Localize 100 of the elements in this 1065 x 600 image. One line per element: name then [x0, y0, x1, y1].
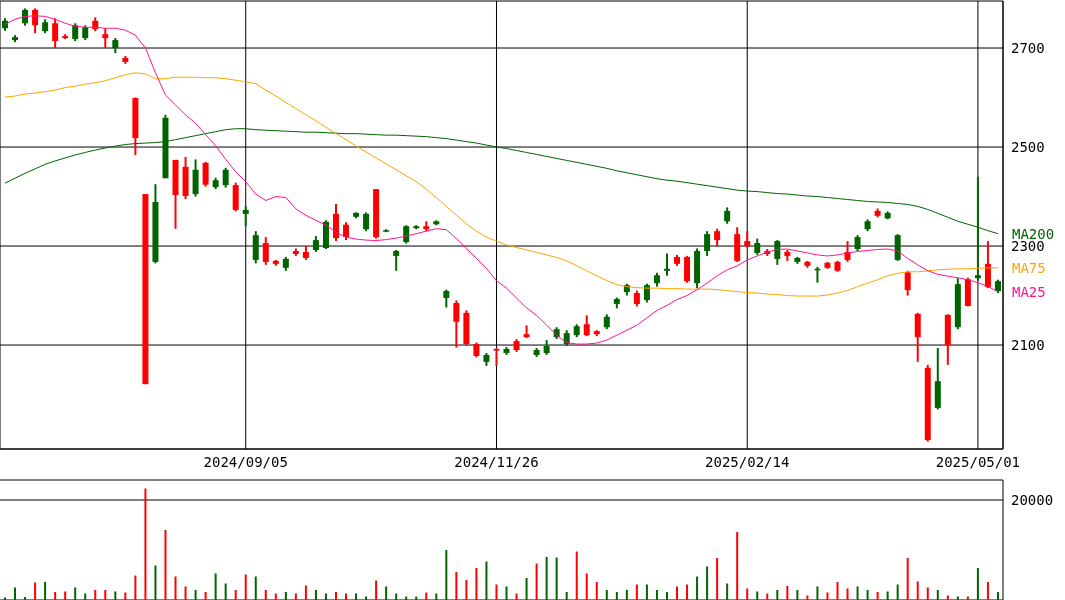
- y-tick-label: 2100: [1011, 337, 1045, 354]
- bar: [585, 573, 588, 600]
- bar: [465, 580, 468, 600]
- bar: [696, 576, 699, 600]
- bar: [655, 590, 658, 600]
- bar: [244, 574, 247, 600]
- candlestick: [102, 27, 109, 50]
- candlestick: [242, 205, 249, 228]
- bar: [445, 550, 448, 600]
- candlestick: [583, 314, 590, 338]
- bar: [595, 582, 598, 600]
- bar: [435, 593, 438, 600]
- bar: [254, 576, 257, 600]
- bar: [304, 585, 307, 600]
- bar: [124, 592, 127, 600]
- bar: [936, 590, 939, 600]
- bar: [214, 573, 217, 600]
- bar: [385, 586, 388, 600]
- bar: [726, 583, 729, 600]
- bar: [495, 584, 498, 600]
- bar: [274, 593, 277, 600]
- bar: [535, 563, 538, 600]
- x-tick-label: 2024/11/26: [454, 453, 539, 470]
- bar: [355, 593, 358, 600]
- bar: [164, 530, 167, 600]
- bar: [395, 593, 398, 600]
- bar: [676, 586, 679, 600]
- bar: [996, 592, 999, 600]
- bar: [766, 593, 769, 600]
- bar: [455, 572, 458, 600]
- bar: [575, 551, 578, 600]
- x-tick-label: 2025/02/14: [705, 453, 790, 470]
- bar: [876, 592, 879, 600]
- bar: [114, 591, 117, 600]
- bar: [64, 591, 67, 600]
- bar: [756, 591, 759, 600]
- bar: [836, 582, 839, 600]
- y-tick-label: 2700: [1011, 40, 1045, 56]
- bar: [14, 587, 17, 600]
- bar: [154, 565, 157, 600]
- bar: [706, 566, 709, 600]
- bar: [615, 592, 618, 600]
- bar: [194, 590, 197, 600]
- bar: [375, 580, 378, 600]
- bar: [134, 575, 137, 600]
- candlestick: [202, 160, 209, 188]
- bar: [826, 592, 829, 600]
- bar: [24, 597, 27, 600]
- bar: [916, 581, 919, 600]
- candlestick: [663, 252, 670, 277]
- candlestick: [453, 299, 460, 349]
- bar: [565, 592, 568, 600]
- bar: [54, 592, 57, 600]
- bar: [796, 590, 799, 600]
- y-tick-label: 2500: [1011, 139, 1045, 155]
- bar: [104, 590, 107, 600]
- bar: [234, 590, 237, 600]
- candlestick: [704, 230, 711, 257]
- bar: [846, 588, 849, 600]
- bar: [866, 590, 869, 600]
- bar: [635, 584, 638, 600]
- bar: [294, 593, 297, 600]
- bar: [284, 592, 287, 600]
- bar: [94, 590, 97, 600]
- x-tick-label: 2025/05/01: [935, 453, 1021, 470]
- bar: [665, 592, 668, 600]
- bar: [545, 557, 548, 600]
- candlestick: [363, 211, 370, 233]
- bar: [174, 576, 177, 600]
- candlestick: [904, 269, 911, 297]
- bar: [686, 584, 689, 600]
- bar: [716, 558, 719, 600]
- bar: [886, 591, 889, 600]
- bar: [856, 586, 859, 600]
- candlestick: [52, 17, 59, 50]
- bar: [816, 586, 819, 600]
- bar: [334, 592, 337, 600]
- series-label: MA75: [1011, 259, 1046, 276]
- bar: [314, 590, 317, 600]
- bar: [184, 586, 187, 600]
- bar: [896, 584, 899, 600]
- series-label: MA25: [1011, 283, 1046, 300]
- bar: [736, 532, 739, 600]
- x-tick-label: 2024/09/05: [203, 453, 288, 470]
- bar: [264, 590, 267, 600]
- bar: [645, 584, 648, 600]
- bar: [425, 592, 428, 600]
- bar: [746, 588, 749, 600]
- bar: [976, 568, 979, 600]
- candlestick: [222, 166, 229, 189]
- bar: [324, 593, 327, 600]
- bar: [505, 586, 508, 600]
- bar: [204, 592, 207, 600]
- bar: [475, 568, 478, 600]
- bar: [224, 583, 227, 600]
- bar: [605, 590, 608, 600]
- bar: [555, 557, 558, 600]
- bar: [986, 582, 989, 600]
- candlestick: [262, 236, 269, 266]
- bar: [84, 593, 87, 600]
